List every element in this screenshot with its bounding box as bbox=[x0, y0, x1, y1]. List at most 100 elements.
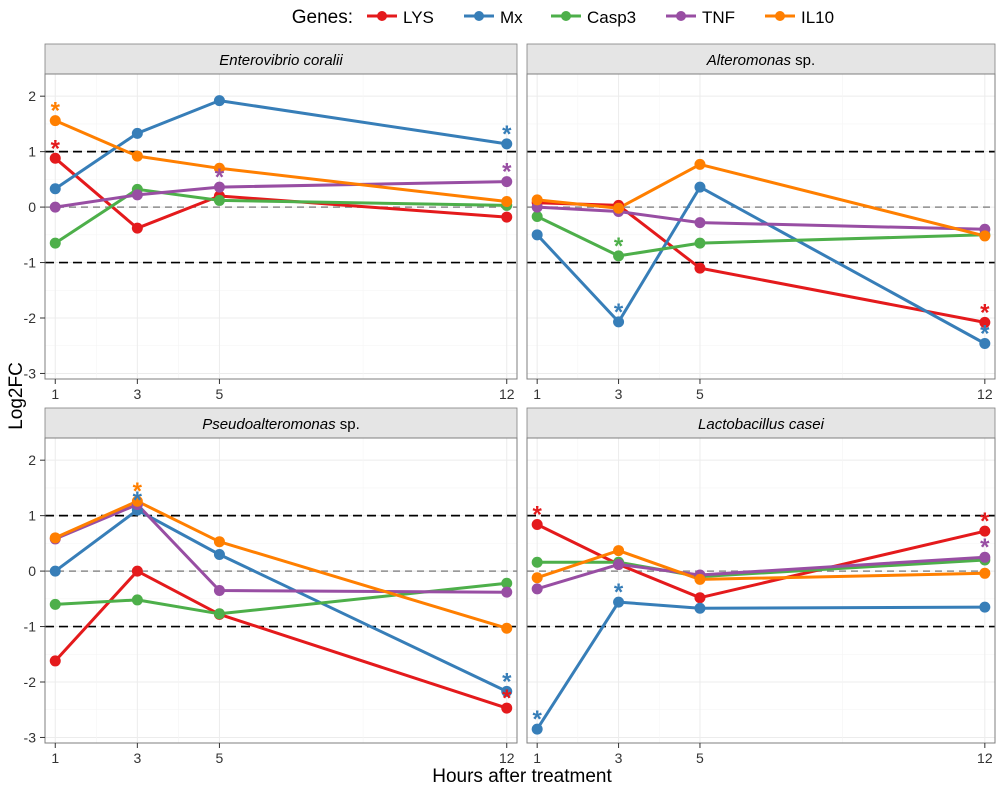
y-tick-label: -1 bbox=[24, 255, 37, 271]
legend-item-casp3: Casp3 bbox=[551, 8, 636, 27]
data-point-mx bbox=[132, 128, 143, 139]
faceted-line-chart: Genes: LYS Mx Casp3 TNF IL10 Enterovibrio co… bbox=[0, 0, 1000, 787]
legend-key-point bbox=[561, 11, 571, 21]
x-tick-label: 3 bbox=[615, 386, 623, 402]
data-point-casp3 bbox=[214, 608, 225, 619]
data-point-il10 bbox=[979, 230, 990, 241]
data-point-tnf bbox=[501, 587, 512, 598]
data-point-il10 bbox=[532, 572, 543, 583]
x-tick-label: 1 bbox=[533, 386, 541, 402]
legend-label: IL10 bbox=[801, 8, 834, 27]
significance-marker: * bbox=[614, 233, 624, 260]
significance-marker: * bbox=[614, 299, 624, 326]
data-point-il10 bbox=[613, 203, 624, 214]
panel-1: Enterovibrio coralii*****1 3 5 12210-1-2-3 bbox=[24, 44, 517, 402]
y-tick-label: 2 bbox=[28, 452, 36, 468]
legend-key-point bbox=[474, 11, 484, 21]
x-axis-label: Hours after treatment bbox=[432, 766, 612, 787]
legend-title: Genes: bbox=[292, 7, 353, 28]
significance-marker: * bbox=[502, 121, 512, 148]
data-point-casp3 bbox=[50, 599, 61, 610]
panel-title: Lactobacillus casei bbox=[698, 416, 825, 433]
significance-marker: * bbox=[980, 534, 990, 561]
panel-background bbox=[45, 74, 517, 379]
significance-marker: * bbox=[980, 508, 990, 535]
data-point-il10 bbox=[501, 196, 512, 207]
x-tick-label: 5 bbox=[216, 750, 224, 766]
x-tick-label: 12 bbox=[977, 750, 993, 766]
y-tick-label: 1 bbox=[28, 144, 36, 160]
x-tick-label: 5 bbox=[696, 386, 704, 402]
data-point-mx bbox=[50, 183, 61, 194]
significance-marker: * bbox=[533, 706, 543, 733]
data-point-lys bbox=[132, 566, 143, 577]
data-point-lys bbox=[501, 212, 512, 223]
panel-background bbox=[527, 438, 995, 743]
legend-key-point bbox=[775, 11, 785, 21]
data-point-tnf bbox=[613, 559, 624, 570]
significance-marker: * bbox=[215, 164, 225, 191]
y-tick-label: -1 bbox=[24, 619, 37, 635]
legend-item-il10: IL10 bbox=[765, 8, 834, 27]
data-point-lys bbox=[694, 263, 705, 274]
data-point-casp3 bbox=[50, 238, 61, 249]
data-point-mx bbox=[979, 602, 990, 613]
data-point-il10 bbox=[132, 151, 143, 162]
y-tick-label: 0 bbox=[28, 199, 36, 215]
data-point-il10 bbox=[979, 568, 990, 579]
legend-key-point bbox=[377, 11, 387, 21]
significance-marker: * bbox=[502, 685, 512, 712]
legend-label: TNF bbox=[702, 8, 735, 27]
x-tick-label: 1 bbox=[51, 386, 59, 402]
y-tick-label: -2 bbox=[24, 674, 37, 690]
data-point-casp3 bbox=[132, 594, 143, 605]
data-point-mx bbox=[50, 566, 61, 577]
data-point-lys bbox=[132, 223, 143, 234]
legend-label: Casp3 bbox=[587, 8, 636, 27]
x-tick-label: 5 bbox=[216, 386, 224, 402]
panel-4: Lactobacillus casei*****1 3 5 12 bbox=[527, 408, 995, 766]
legend-item-lys: LYS bbox=[367, 8, 434, 27]
data-point-lys bbox=[50, 655, 61, 666]
data-point-il10 bbox=[613, 545, 624, 556]
data-point-casp3 bbox=[694, 238, 705, 249]
y-tick-label: -2 bbox=[24, 310, 37, 326]
significance-marker: * bbox=[133, 487, 143, 514]
data-point-il10 bbox=[214, 536, 225, 547]
data-point-il10 bbox=[501, 623, 512, 634]
data-point-casp3 bbox=[532, 211, 543, 222]
significance-marker: * bbox=[502, 159, 512, 186]
data-point-mx bbox=[532, 229, 543, 240]
panel-3: Pseudoalteromonas sp.****1 3 5 12210-1-2-3 bbox=[24, 408, 517, 766]
data-point-il10 bbox=[50, 532, 61, 543]
data-point-mx bbox=[214, 549, 225, 560]
legend-label: LYS bbox=[403, 8, 434, 27]
data-point-tnf bbox=[214, 585, 225, 596]
x-tick-label: 12 bbox=[977, 386, 993, 402]
legend-key-point bbox=[676, 11, 686, 21]
data-point-il10 bbox=[532, 194, 543, 205]
data-point-il10 bbox=[694, 574, 705, 585]
significance-marker: * bbox=[980, 321, 990, 348]
data-point-il10 bbox=[694, 159, 705, 170]
x-tick-label: 12 bbox=[499, 750, 515, 766]
x-tick-label: 1 bbox=[51, 750, 59, 766]
x-tick-label: 3 bbox=[615, 750, 623, 766]
legend-label: Mx bbox=[500, 8, 523, 27]
x-tick-label: 5 bbox=[696, 750, 704, 766]
x-tick-label: 1 bbox=[533, 750, 541, 766]
data-point-casp3 bbox=[214, 195, 225, 206]
data-point-mx bbox=[214, 95, 225, 106]
data-point-tnf bbox=[532, 583, 543, 594]
y-tick-label: -3 bbox=[24, 729, 37, 745]
panel-2: Alteromonas sp.** **1 3 5 12 bbox=[527, 44, 995, 402]
y-tick-label: 0 bbox=[28, 563, 36, 579]
x-tick-label: 3 bbox=[133, 750, 141, 766]
data-point-tnf bbox=[50, 202, 61, 213]
data-point-mx bbox=[694, 182, 705, 193]
panel-title: Pseudoalteromonas sp. bbox=[202, 416, 360, 433]
data-point-tnf bbox=[132, 189, 143, 200]
panel-title: Alteromonas sp. bbox=[706, 52, 815, 69]
significance-marker: * bbox=[51, 135, 61, 162]
x-tick-label: 12 bbox=[499, 386, 515, 402]
